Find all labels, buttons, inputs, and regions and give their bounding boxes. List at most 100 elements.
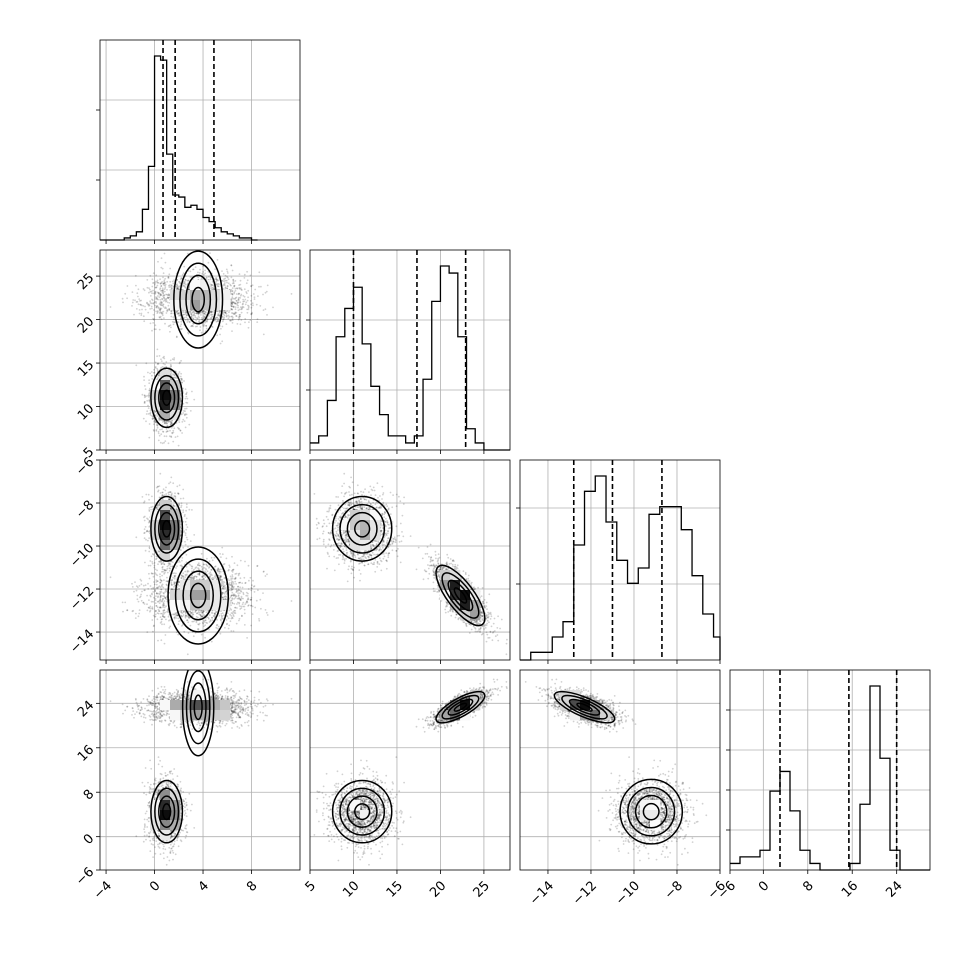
- sample-point: [264, 291, 267, 294]
- sample-point: [181, 381, 183, 384]
- sample-point: [238, 284, 241, 286]
- sample-point: [188, 423, 191, 426]
- sample-point: [153, 371, 156, 374]
- sample-point: [170, 436, 173, 438]
- sample-point: [221, 553, 224, 556]
- sample-point: [198, 316, 201, 319]
- sample-point: [214, 281, 217, 283]
- sample-point: [149, 414, 152, 416]
- sample-point: [156, 305, 159, 307]
- sample-point: [169, 330, 171, 333]
- sample-point: [170, 374, 173, 377]
- sample-point: [140, 304, 143, 307]
- sample-point: [159, 308, 162, 310]
- sample-point: [233, 594, 236, 597]
- sample-point: [180, 323, 183, 326]
- density-cell: [220, 290, 231, 301]
- sample-point: [183, 610, 185, 613]
- sample-point: [187, 279, 190, 282]
- sample-point: [205, 621, 208, 624]
- sample-point: [159, 622, 162, 624]
- sample-point: [141, 496, 144, 498]
- sample-point: [220, 616, 223, 619]
- sample-point: [124, 292, 127, 295]
- sample-point: [166, 310, 169, 313]
- sample-point: [156, 311, 159, 313]
- sample-point: [143, 501, 145, 504]
- sample-point: [154, 361, 157, 364]
- sample-point: [160, 318, 163, 321]
- sample-point: [222, 598, 225, 600]
- sample-point: [164, 299, 166, 302]
- sample-point: [155, 286, 157, 289]
- sample-point: [161, 312, 164, 315]
- sample-point: [230, 319, 233, 322]
- sample-point: [188, 288, 191, 290]
- sample-point: [170, 426, 173, 429]
- sample-point: [217, 317, 220, 320]
- sample-point: [159, 293, 161, 296]
- sample-point: [169, 280, 172, 283]
- density-cell: [220, 300, 231, 311]
- sample-point: [152, 429, 155, 431]
- sample-point: [162, 291, 165, 294]
- sample-point: [166, 280, 169, 283]
- sample-point: [182, 311, 185, 313]
- sample-point: [216, 285, 219, 287]
- sample-point: [247, 304, 249, 307]
- sample-point: [223, 280, 225, 283]
- sample-point: [158, 308, 161, 311]
- sample-point: [231, 589, 233, 591]
- contour-line: [173, 250, 224, 349]
- sample-point: [191, 325, 193, 327]
- sample-point: [155, 310, 158, 313]
- sample-point: [252, 579, 254, 582]
- sample-point: [188, 508, 191, 511]
- sample-point: [180, 615, 183, 618]
- sample-point: [155, 286, 158, 289]
- sample-point: [173, 427, 176, 430]
- sample-point: [202, 265, 205, 268]
- sample-point: [157, 307, 160, 310]
- sample-point: [244, 303, 247, 306]
- sample-point: [252, 293, 255, 295]
- sample-point: [211, 284, 214, 287]
- sample-point: [215, 576, 217, 579]
- sample-point: [191, 565, 194, 568]
- sample-point: [182, 509, 185, 512]
- sample-point: [183, 316, 186, 319]
- sample-point: [155, 421, 157, 423]
- sample-point: [200, 565, 203, 568]
- sample-point: [240, 308, 243, 311]
- sample-point: [216, 316, 219, 319]
- sample-point: [162, 602, 165, 605]
- sample-point: [245, 601, 248, 604]
- sample-point: [237, 304, 240, 307]
- sample-point: [148, 389, 151, 392]
- sample-point: [205, 313, 207, 316]
- sample-point: [215, 280, 218, 282]
- sample-point: [185, 407, 188, 410]
- sample-point: [147, 303, 150, 305]
- sample-point: [163, 609, 166, 611]
- sample-point: [210, 314, 212, 316]
- sample-point: [234, 302, 237, 305]
- sample-point: [146, 399, 149, 402]
- sample-point: [154, 291, 157, 293]
- sample-point: [158, 602, 161, 604]
- sample-point: [147, 396, 150, 398]
- sample-point: [142, 417, 145, 420]
- sample-point: [183, 420, 186, 422]
- sample-point: [222, 318, 225, 320]
- sample-point: [150, 555, 153, 558]
- sample-point: [143, 379, 146, 381]
- sample-point: [175, 631, 178, 634]
- sample-point: [197, 313, 200, 316]
- sample-point: [167, 564, 170, 567]
- sample-point: [156, 426, 159, 429]
- sample-point: [170, 421, 173, 424]
- sample-point: [224, 286, 227, 289]
- sample-point: [151, 278, 154, 281]
- sample-point: [134, 581, 136, 583]
- sample-point: [151, 285, 154, 288]
